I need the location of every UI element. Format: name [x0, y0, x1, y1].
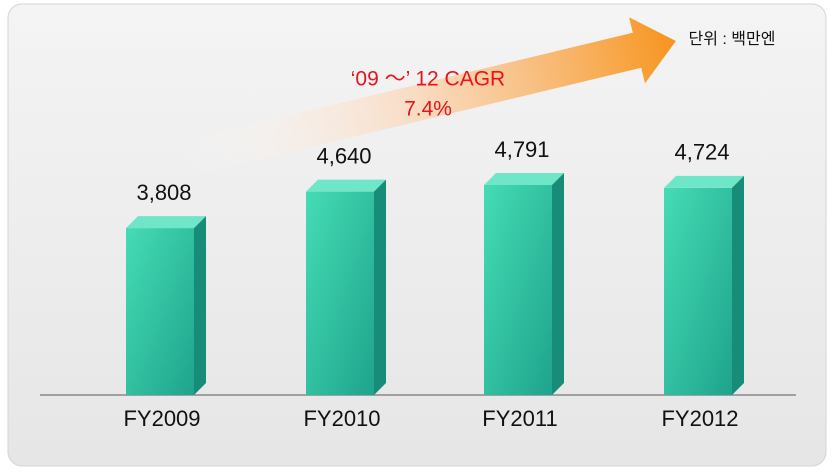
unit-label: 단위 : 백만엔	[689, 30, 776, 48]
bar	[126, 228, 194, 395]
x-tick-label: FY2012	[661, 406, 738, 431]
value-label: 4,640	[316, 143, 371, 168]
value-label: 4,791	[494, 137, 549, 162]
x-tick-label: FY2010	[303, 406, 380, 431]
x-tick-label: FY2009	[123, 406, 200, 431]
annotation: ‘09 ～’ 12 CAGR	[351, 68, 505, 91]
bar-side	[374, 179, 386, 395]
value-label: 4,724	[674, 140, 729, 165]
bar-top	[126, 216, 206, 229]
bar	[664, 187, 732, 395]
bar-side	[732, 175, 744, 395]
bar-top	[484, 173, 564, 185]
value-label: 3,808	[136, 180, 191, 205]
bar-top	[306, 179, 386, 192]
bar-side	[552, 173, 564, 395]
bar-side	[194, 216, 206, 395]
bar	[306, 191, 374, 395]
bar	[484, 185, 552, 395]
bar-top	[664, 175, 744, 188]
cagr-arrow	[175, 17, 676, 178]
panel	[7, 3, 827, 467]
annotation: 7.4%	[404, 98, 452, 121]
x-tick-label: FY2011	[482, 406, 557, 431]
